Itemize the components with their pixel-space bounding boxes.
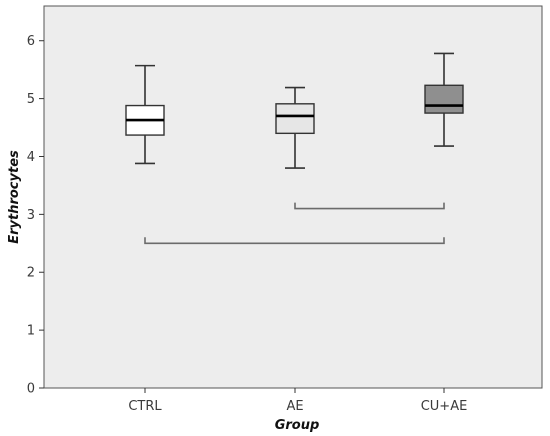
y-tick-label: 5 <box>27 92 35 107</box>
x-tick-label: AE <box>286 399 303 414</box>
y-tick-label: 1 <box>27 324 35 339</box>
box-ae <box>275 86 315 169</box>
x-axis: CTRL AE CU+AE <box>128 388 467 414</box>
x-axis-title: Group <box>275 418 320 433</box>
y-tick-label: 3 <box>27 208 35 223</box>
x-tick-label: CTRL <box>128 399 162 414</box>
significance-bracket <box>144 237 445 245</box>
y-tick-label: 2 <box>27 266 35 281</box>
box-cu-ae <box>424 52 464 147</box>
box-series <box>125 52 464 169</box>
iqr-box <box>424 84 464 114</box>
significance-brackets <box>144 202 445 245</box>
x-tick-label: CU+AE <box>421 399 468 414</box>
y-tick-label: 4 <box>27 150 35 165</box>
y-axis: 0 1 2 3 4 5 6 <box>27 34 44 397</box>
y-tick-label: 0 <box>27 382 35 397</box>
significance-bracket <box>294 202 445 210</box>
y-axis-title: Erythrocytes <box>7 150 22 244</box>
plot-area <box>43 5 543 389</box>
iqr-box <box>275 103 315 135</box>
y-tick-label: 6 <box>27 34 35 49</box>
box-ctrl <box>125 64 165 165</box>
